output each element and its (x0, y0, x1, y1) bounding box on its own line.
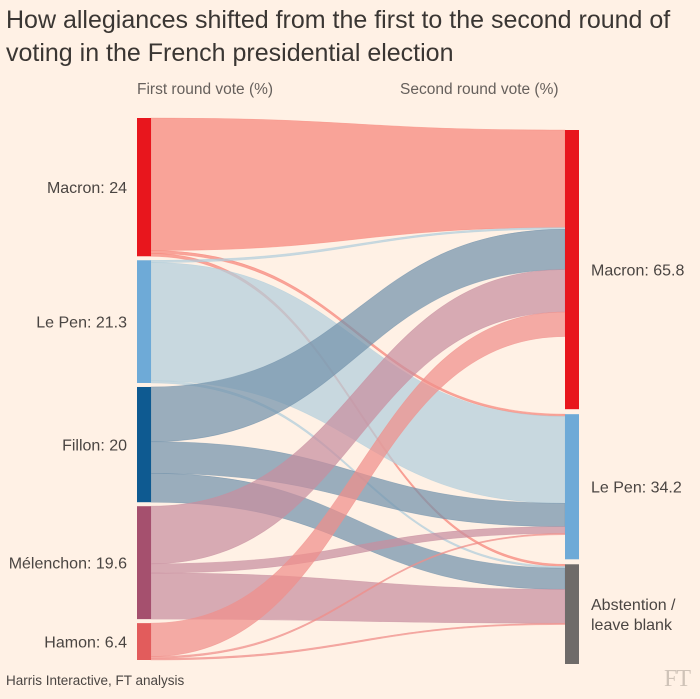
nodes-layer (137, 118, 579, 664)
target-node-le-pen (565, 414, 579, 560)
source-node-fillon (137, 386, 151, 503)
chart-title: How allegiances shifted from the first t… (6, 6, 671, 67)
source-node-hamon (137, 623, 151, 660)
second-round-axis-label: Second round vote (%) (400, 81, 559, 98)
target-label-abstention: Abstention / leave blank (591, 597, 676, 634)
source-node-le-pen (137, 260, 151, 383)
first-round-axis-label: First round vote (%) (137, 81, 273, 98)
source-note: Harris Interactive, FT analysis (6, 673, 185, 688)
source-label-macron: Macron: 24 (47, 180, 127, 197)
target-node-abstention (565, 564, 579, 664)
target-label-macron: Macron: 65.8 (591, 263, 684, 280)
labels-layer: Macron: 24 Le Pen: 21.3 Fillon: 20 Mélencho… (9, 180, 685, 651)
source-label-fillon: Fillon: 20 (62, 438, 127, 455)
source-node-macron (137, 118, 151, 257)
source-label-le-pen: Le Pen: 21.3 (36, 315, 127, 332)
source-label-melenchon: Mélenchon: 19.6 (9, 556, 127, 573)
target-label-le-pen: Le Pen: 34.2 (591, 480, 682, 497)
source-node-melenchon (137, 506, 151, 620)
target-node-macron (565, 130, 579, 410)
flows-layer (150, 117, 566, 661)
ft-logo: FT (663, 666, 691, 692)
source-label-hamon: Hamon: 6.4 (44, 635, 127, 652)
flow-hamon-to-macron (150, 311, 566, 657)
